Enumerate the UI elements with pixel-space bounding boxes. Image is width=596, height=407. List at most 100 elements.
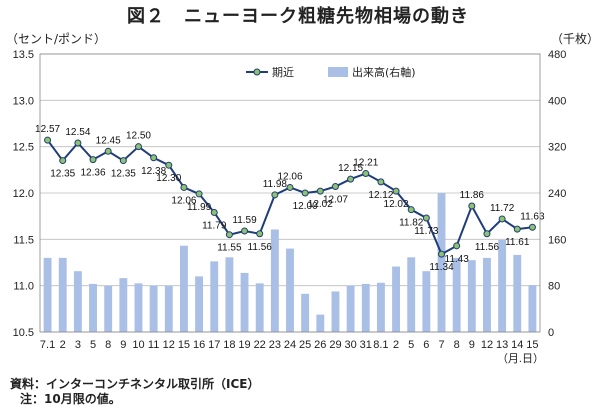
volume-bar [331, 291, 340, 332]
volume-bar [164, 285, 173, 332]
price-data-label: 12.02 [384, 199, 409, 210]
price-data-label: 12.35 [50, 169, 75, 180]
price-point [301, 189, 309, 197]
volume-bar [483, 257, 491, 332]
legend-bar-swatch [328, 67, 348, 77]
x-tick-label: 22 [254, 339, 266, 351]
price-data-label: 11.73 [414, 226, 439, 237]
volume-bar [43, 257, 52, 332]
y-right-tick-label: 0 [548, 327, 554, 339]
price-point [331, 183, 339, 191]
price-point [407, 206, 415, 214]
volume-bar [407, 257, 416, 332]
price-point [392, 187, 400, 195]
volume-bar [346, 285, 355, 332]
price-data-label: 12.06 [171, 195, 196, 206]
x-tick-label: 6 [423, 339, 429, 351]
volume-bar [58, 257, 67, 332]
price-data-label: 12.15 [338, 163, 363, 174]
volume-bar [270, 229, 279, 332]
price-data-label: 11.59 [232, 215, 257, 226]
y-left-tick-label: 11.0 [13, 281, 34, 293]
volume-bar [513, 254, 522, 332]
price-point [104, 147, 112, 155]
y-right-tick-label: 240 [548, 188, 566, 200]
price-data-label: 11.79 [202, 220, 227, 231]
legend-line-marker [253, 68, 261, 76]
price-point [165, 161, 173, 169]
volume-bar [452, 257, 461, 332]
source-note: 資料：インターコンチネンタル取引所（ICE） [10, 377, 260, 391]
price-point [468, 202, 476, 210]
volume-bar [210, 261, 219, 332]
volume-bar [316, 314, 325, 332]
x-tick-label: 9 [469, 339, 475, 351]
price-data-label: 11.56 [248, 242, 273, 253]
volume-bar [361, 283, 370, 332]
y-left-tick-label: 11.5 [13, 234, 34, 246]
x-tick-label: 29 [329, 339, 341, 351]
volume-bar [255, 283, 264, 332]
price-data-label: 12.21 [353, 158, 378, 169]
x-tick-label: 8 [454, 339, 460, 351]
price-data-label: 11.34 [429, 262, 454, 273]
price-data-label: 12.07 [323, 195, 348, 206]
price-data-label: 11.55 [217, 243, 242, 254]
x-axis-unit: （月.日） [497, 352, 544, 365]
x-tick-label: 15 [178, 339, 190, 351]
price-data-label: 11.99 [187, 202, 212, 213]
price-point [316, 187, 324, 195]
y-right-tick-label: 400 [548, 95, 566, 107]
x-tick-label: 23 [269, 339, 281, 351]
volume-bar [89, 283, 97, 332]
x-tick-label: 5 [408, 339, 414, 351]
price-point [453, 242, 461, 250]
legend-bar-label: 出来高(右軸) [352, 65, 416, 79]
volume-bar [467, 260, 476, 332]
price-point [44, 136, 52, 144]
price-point [195, 190, 203, 198]
volume-bar [104, 285, 113, 332]
price-data-label: 12.30 [156, 173, 181, 184]
x-tick-label: 25 [299, 339, 311, 351]
price-point [377, 178, 385, 186]
x-tick-label: 7.1 [40, 339, 55, 351]
y-left-tick-label: 13.0 [13, 95, 34, 107]
volume-bar [73, 271, 82, 332]
volume-bar [376, 282, 385, 332]
price-data-label: 12.50 [126, 131, 151, 142]
right-axis-unit: （千枚） [551, 32, 596, 46]
volume-bar [392, 266, 400, 332]
price-point [119, 157, 127, 165]
y-right-tick-label: 80 [548, 281, 560, 293]
price-point [483, 230, 491, 238]
volume-bar [149, 285, 158, 332]
price-point [362, 170, 370, 178]
price-point [89, 156, 97, 164]
x-tick-label: 17 [208, 339, 220, 351]
price-data-label: 11.56 [475, 242, 500, 253]
contract-note: 注：10月限の値。 [20, 392, 121, 406]
price-point [225, 231, 233, 239]
price-data-label: 11.86 [460, 190, 485, 201]
price-point [210, 208, 218, 216]
x-tick-label: 30 [344, 339, 356, 351]
price-data-label: 12.06 [277, 171, 302, 182]
price-data-label: 12.57 [35, 124, 60, 135]
x-tick-label: 5 [90, 339, 96, 351]
x-tick-label: 10 [132, 339, 144, 351]
price-point [286, 183, 294, 191]
x-tick-label: 3 [75, 339, 81, 351]
x-tick-label: 2 [60, 339, 66, 351]
price-point [134, 143, 142, 151]
price-data-label: 11.43 [445, 254, 470, 265]
price-point [513, 225, 521, 233]
price-point [438, 250, 446, 258]
y-right-tick-label: 320 [548, 142, 566, 154]
volume-bar [301, 293, 310, 332]
price-point [422, 214, 430, 222]
price-data-label: 12.45 [96, 135, 121, 146]
volume-bar [528, 285, 537, 332]
